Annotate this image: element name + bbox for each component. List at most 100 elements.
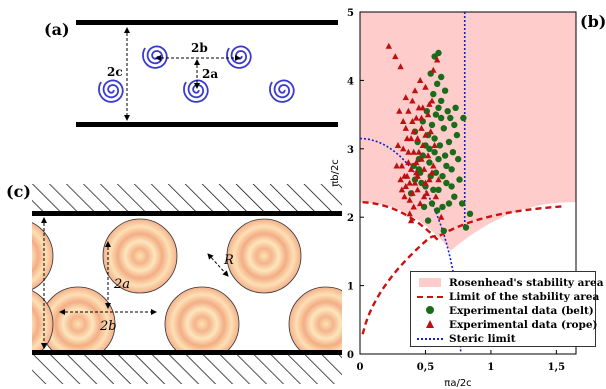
rope-data-point <box>401 172 408 179</box>
belt-data-point <box>443 179 450 187</box>
rope-data-point <box>400 145 407 152</box>
belt-data-point <box>444 108 451 115</box>
rope-data-point <box>403 135 411 142</box>
rope-data-point <box>392 53 399 60</box>
rope-data-point <box>398 162 406 169</box>
rope-data-point <box>407 217 415 224</box>
belt-data-point <box>434 80 441 88</box>
rope-data-point <box>405 148 412 155</box>
limit-line-lower <box>361 205 563 335</box>
vortex-spiral <box>183 79 209 103</box>
legend-label-area: Rosenhead's stability area <box>449 276 604 289</box>
rope-data-point <box>406 210 413 217</box>
x-tick-label: 0,5 <box>417 362 434 373</box>
rope-data-point <box>417 200 424 207</box>
rope-data-point <box>427 128 434 135</box>
rope-data-point <box>413 159 420 166</box>
rope-data-point <box>397 63 404 70</box>
belt-data-point <box>432 111 440 118</box>
rope-data-point <box>385 42 392 49</box>
legend-label-steric: Steric limit <box>449 332 516 345</box>
belt-data-point <box>438 97 445 105</box>
belt-data-point <box>440 125 447 132</box>
belt-data-point <box>443 162 450 170</box>
dim-R-label: R <box>223 253 234 268</box>
vortex-disk <box>164 286 240 354</box>
vortex-spiral <box>269 79 295 103</box>
belt-data-point <box>441 87 449 94</box>
rope-data-point <box>422 131 429 138</box>
y-tick-label: 0 <box>347 350 354 361</box>
belt-data-point <box>445 138 453 146</box>
belt-data-point <box>451 121 458 129</box>
legend-item-steric: Steric limit <box>411 331 516 346</box>
rope-data-point <box>419 142 426 148</box>
belt-data-point <box>434 207 441 214</box>
belt-data-point <box>426 159 433 166</box>
belt-data-point <box>453 131 461 139</box>
rope-data-point <box>431 142 438 148</box>
belt-data-point <box>466 210 474 217</box>
belt-data-point <box>448 166 455 173</box>
bottom-hatched-wall <box>32 354 342 384</box>
stability-region <box>360 12 576 252</box>
rope-data-point <box>424 152 432 159</box>
belt-data-point <box>430 186 437 193</box>
dim-2b-label: 2b <box>191 41 208 55</box>
vortex-spiral <box>142 45 168 69</box>
legend-label-rope: Experimental data (rope) <box>449 318 598 331</box>
dim-2c-label: 2c <box>107 65 123 79</box>
rope-data-point <box>405 107 412 114</box>
belt-data-point <box>424 217 432 224</box>
rope-data-point <box>426 100 433 107</box>
belt-data-point <box>430 90 437 98</box>
rope-data-point <box>415 148 423 155</box>
rope-data-point <box>426 176 433 183</box>
panel-c-label: (c) <box>6 182 31 201</box>
rope-data-point <box>397 176 404 183</box>
x-tick-label: 1 <box>487 362 494 373</box>
rope-data-point <box>428 97 436 104</box>
rope-data-point <box>414 186 421 193</box>
belt-data-point <box>431 135 438 142</box>
legend-item-limit: Limit of the stability area <box>411 289 599 304</box>
panel-c-diagram: 2c 2a 2b R <box>32 184 342 384</box>
belt-data-point <box>431 149 438 156</box>
belt-data-point <box>439 173 446 180</box>
belt-data-point <box>438 114 445 122</box>
chart-legend: Rosenhead's stability area Limit of the … <box>410 271 604 347</box>
belt-data-point <box>449 149 457 156</box>
rope-data-point <box>411 87 419 94</box>
belt-data-point <box>460 114 467 122</box>
plot-frame <box>359 11 577 355</box>
vortex-disk <box>102 218 178 294</box>
belt-data-point <box>435 186 442 193</box>
legend-label-limit: Limit of the stability area <box>449 290 600 303</box>
rope-data-point <box>409 189 416 196</box>
vortex-spiral <box>226 45 252 69</box>
rope-data-point <box>411 179 419 186</box>
vortex-disk <box>288 286 342 354</box>
rope-data-point <box>417 77 424 83</box>
stability-chart: 0 0,5 1 1,5 0 1 2 3 4 5 πa/2c πb/2c <box>330 8 577 389</box>
dim-2a-label: 2a <box>202 67 218 81</box>
rope-data-point <box>405 159 412 166</box>
belt-data-point <box>441 152 449 159</box>
legend-label-belt: Experimental data (belt) <box>449 304 594 317</box>
belt-data-point <box>451 193 458 200</box>
belt-data-point <box>426 145 433 152</box>
limit-line-upper <box>362 201 440 242</box>
panel-b-label: (b) <box>580 12 606 31</box>
belt-data-point <box>447 114 454 122</box>
rope-data-point <box>430 162 437 169</box>
channel-bottom-wall <box>32 350 342 355</box>
y-tick-label: 3 <box>347 145 354 156</box>
rope-data-point <box>420 193 428 200</box>
rope-data-point <box>428 169 436 176</box>
belt-data-point <box>428 200 436 207</box>
rope-data-point <box>410 148 417 155</box>
rope-data-point <box>414 172 421 179</box>
rope-data-point <box>420 165 428 172</box>
vortex-spiral <box>98 79 124 103</box>
rope-data-point <box>409 118 416 124</box>
